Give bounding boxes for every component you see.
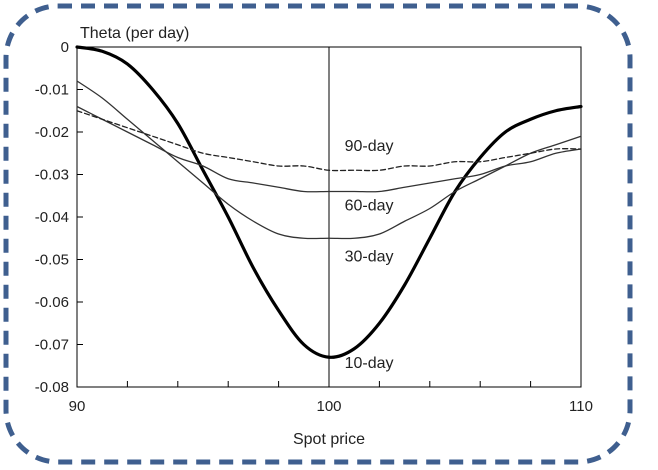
series-label-90-day: 90-day	[345, 138, 394, 155]
y-tick-label: 0	[61, 39, 69, 56]
x-tick-label: 100	[316, 398, 341, 415]
series-line-90-day	[76, 110, 582, 172]
y-axis-title: Theta (per day)	[80, 25, 189, 42]
series-labels: 90-day 60-day 30-day 10-day	[345, 138, 394, 372]
y-tick-label: -0.03	[35, 167, 69, 184]
x-tick-label: 110	[569, 398, 593, 415]
series-line-30-day	[76, 80, 582, 240]
x-tick-label: 90	[69, 398, 86, 415]
plot-area: 0 -0.01 -0.02 -0.03 -0.04 -0.05 -0.06 -0.07 -0.0…	[35, 39, 593, 415]
y-tick-label: -0.01	[35, 82, 69, 99]
x-axis-ticks: 90 100 110	[69, 381, 593, 415]
series-label-30-day: 30-day	[345, 249, 394, 266]
series-label-60-day: 60-day	[345, 198, 394, 215]
series-lines	[75, 45, 583, 359]
x-axis-title: Spot price	[293, 431, 365, 448]
series-label-10-day: 10-day	[345, 355, 394, 372]
dashed-frame-border	[3, 3, 633, 465]
series-line-60-day	[76, 105, 582, 193]
series-line-10-day	[75, 45, 583, 359]
y-axis-ticks: 0 -0.01 -0.02 -0.03 -0.04 -0.05 -0.06 -0.07 -0.0…	[35, 39, 83, 396]
y-tick-label: -0.08	[35, 379, 69, 396]
y-tick-label: -0.07	[35, 337, 69, 354]
y-tick-label: -0.06	[35, 294, 69, 311]
y-tick-label: -0.04	[35, 209, 69, 226]
y-tick-label: -0.02	[35, 124, 69, 141]
y-tick-label: -0.05	[35, 252, 69, 269]
